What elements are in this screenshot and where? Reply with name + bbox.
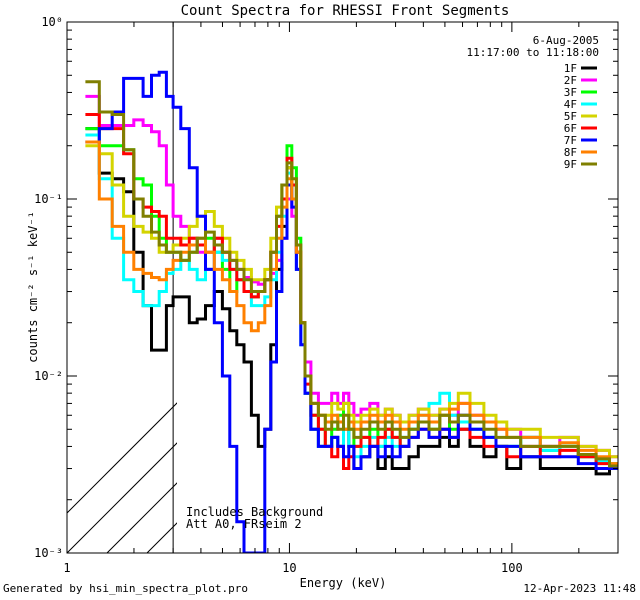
hatch-line [67,442,177,553]
y-tick-label: 10⁻¹ [34,192,63,206]
x-axis-label: Energy (keV) [300,576,387,590]
hatch-line [627,22,640,553]
series-lines [85,70,618,553]
legend-label-9f: 9F [564,158,577,171]
legend-label-8f: 8F [564,146,577,159]
y-tick-labels: 10⁻³ 10⁻² 10⁻¹ 10⁰ [34,15,63,560]
x-tick-label: 1 [63,561,70,575]
hatch-line [307,22,640,553]
y-axis-label: counts cm⁻² s⁻¹ keV⁻¹ [26,211,40,363]
x-tick-labels: 1 10 100 [63,561,522,575]
legend-label-5f: 5F [564,110,577,123]
excluded-energy-hatch [67,22,640,553]
x-tick-label: 100 [501,561,523,575]
y-tick-label: 10⁰ [41,15,63,29]
legend-label-4f: 4F [564,98,577,111]
y-tick-label: 10⁻³ [34,546,63,560]
legend-label-6f: 6F [564,122,577,135]
hatch-line [106,482,177,553]
y-tick-label: 10⁻² [34,369,63,383]
background-annotation: Includes Background [186,505,323,519]
plot-frame [66,21,619,554]
legend-label-3f: 3F [564,86,577,99]
generated-by-note: Generated by hsi_min_spectra_plot.pro [3,582,249,595]
plot-timestamp: 12-Apr-2023 11:48 [523,582,636,595]
legend-label-7f: 7F [564,134,577,147]
attenuator-annotation: Att A0, FRseim 2 [186,517,302,531]
hatch-line [467,22,640,553]
axis-ticks [66,21,619,554]
legend-label-1f: 1F [564,62,577,75]
legend-label-2f: 2F [564,74,577,87]
hatch-line [267,22,640,553]
series-9f-line [85,80,618,468]
series-7f-line [85,70,618,553]
hatch-line [67,402,177,514]
chart-title: Count Spectra for RHESSI Front Segments [181,3,510,19]
x-tick-label: 10 [282,561,296,575]
observation-time-range: 11:17:00 to 11:18:00 [467,46,599,59]
hatch-line [227,22,640,553]
observation-date: 6-Aug-2005 [533,34,599,47]
hatch-line [547,22,640,553]
